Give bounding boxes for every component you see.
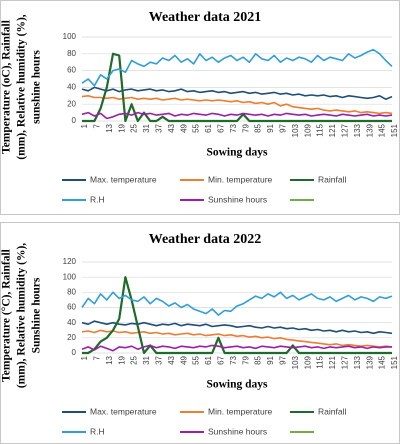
- x-tick-label: 61: [204, 123, 213, 132]
- x-tick-label: 67: [217, 123, 226, 132]
- x-tick-label: 85: [254, 123, 263, 132]
- x-tick-label: 49: [179, 355, 188, 364]
- legend-label: Rainfall: [318, 174, 346, 184]
- x-tick-label: 103: [291, 355, 300, 369]
- series-line: [82, 276, 392, 355]
- x-tick-label: 121: [328, 123, 337, 137]
- series-line: [81, 344, 392, 352]
- x-tick-label: 7: [93, 123, 102, 128]
- legend-label: Min. temperature: [208, 174, 273, 184]
- x-tick-label: 43: [167, 123, 176, 132]
- x-tick-label: 55: [192, 123, 201, 132]
- y-tick-label: 0: [72, 116, 77, 125]
- x-tick-label: 55: [192, 355, 201, 364]
- y-axis-title: Temperature (°C), Rainfall: [1, 249, 13, 382]
- x-tick-label: 115: [316, 123, 325, 136]
- legend-label: Max. temperature: [90, 174, 157, 184]
- x-tick-label: 127: [341, 355, 350, 369]
- x-tick-label: 37: [155, 123, 164, 132]
- x-tick-label: 139: [365, 123, 374, 137]
- legend-label: R.H: [90, 426, 105, 436]
- y-tick-label: 0: [72, 348, 77, 357]
- x-tick-label: 145: [378, 355, 387, 369]
- x-tick-label: 151: [390, 355, 399, 369]
- x-tick-label: 73: [229, 123, 238, 132]
- x-tick-label: 13: [105, 123, 114, 132]
- y-tick-label: 80: [67, 49, 76, 58]
- x-tick-label: 19: [117, 123, 126, 132]
- x-tick-label: 73: [229, 355, 238, 364]
- y-tick-label: 100: [63, 32, 77, 41]
- y-tick-label: 20: [67, 333, 76, 342]
- x-tick-label: 91: [266, 123, 275, 132]
- y-tick-label: 120: [63, 257, 77, 266]
- x-tick-label: 109: [303, 123, 312, 137]
- panel-border: [0, 222, 400, 444]
- y-axis-title: Temperature (oC), Rainfall: [1, 20, 13, 154]
- x-tick-label: 1: [80, 355, 89, 360]
- x-tick-label: 121: [328, 355, 337, 369]
- x-tick-label: 1: [80, 123, 89, 128]
- x-tick-label: 61: [204, 355, 213, 364]
- chart-title: Weather data 2022: [149, 232, 262, 247]
- x-tick-label: 145: [378, 123, 387, 137]
- x-tick-label: 97: [279, 123, 288, 132]
- x-tick-label: 31: [142, 355, 151, 364]
- series-line: [81, 291, 393, 316]
- y-axis-title: (mm), Relative humidity (%),: [16, 243, 28, 388]
- legend-label: Sunshine hours: [208, 194, 267, 204]
- x-tick-label: 43: [167, 355, 176, 364]
- x-tick-label: 79: [241, 355, 250, 364]
- x-tick-label: 115: [316, 355, 325, 368]
- x-tick-label: 37: [155, 355, 164, 364]
- x-tick-label: 85: [254, 355, 263, 364]
- x-tick-label: 139: [365, 355, 374, 369]
- series-line: [81, 86, 393, 100]
- y-tick-label: 40: [67, 318, 76, 327]
- chart-title: Weather data 2021: [149, 10, 262, 25]
- x-tick-label: 25: [130, 123, 139, 132]
- series-line: [81, 48, 393, 87]
- x-tick-label: 151: [390, 123, 399, 137]
- y-tick-label: 100: [63, 272, 77, 281]
- y-tick-label: 60: [67, 66, 76, 75]
- x-tick-label: 25: [130, 355, 139, 364]
- y-axis-title: Sunshine hours: [31, 277, 43, 353]
- series-line: [81, 111, 393, 120]
- panel-border: [0, 0, 400, 215]
- x-tick-label: 133: [353, 123, 362, 137]
- x-tick-label: 79: [241, 123, 250, 132]
- y-tick-label: 20: [67, 99, 76, 108]
- legend-label: Max. temperature: [90, 406, 157, 416]
- x-axis-title: Sowing days: [206, 379, 268, 391]
- legend-label: Min. temperature: [208, 406, 273, 416]
- series-line: [82, 52, 392, 123]
- y-axis-title: (mm), Relative humidity (%),: [16, 14, 28, 159]
- y-tick-label: 40: [67, 83, 76, 92]
- x-axis-title: Sowing days: [206, 147, 268, 159]
- y-tick-label: 80: [67, 287, 76, 296]
- y-tick-label: 60: [67, 303, 76, 312]
- series-line: [81, 329, 393, 348]
- legend-label: Rainfall: [318, 406, 346, 416]
- x-tick-label: 109: [303, 355, 312, 369]
- x-tick-label: 91: [266, 355, 275, 364]
- x-tick-label: 31: [142, 123, 151, 132]
- x-tick-label: 103: [291, 123, 300, 137]
- x-tick-label: 133: [353, 355, 362, 369]
- x-tick-label: 7: [93, 355, 102, 360]
- y-axis-title: sunshine hours: [31, 50, 43, 124]
- x-tick-label: 49: [179, 123, 188, 132]
- x-tick-label: 13: [105, 355, 114, 364]
- x-tick-label: 127: [341, 123, 350, 137]
- series-line: [81, 320, 393, 335]
- x-tick-label: 97: [279, 355, 288, 364]
- legend-label: R.H: [90, 194, 105, 204]
- series-line: [81, 95, 393, 115]
- legend-label: Sunshine hours: [208, 426, 267, 436]
- x-tick-label: 19: [117, 355, 126, 364]
- x-tick-label: 67: [217, 355, 226, 364]
